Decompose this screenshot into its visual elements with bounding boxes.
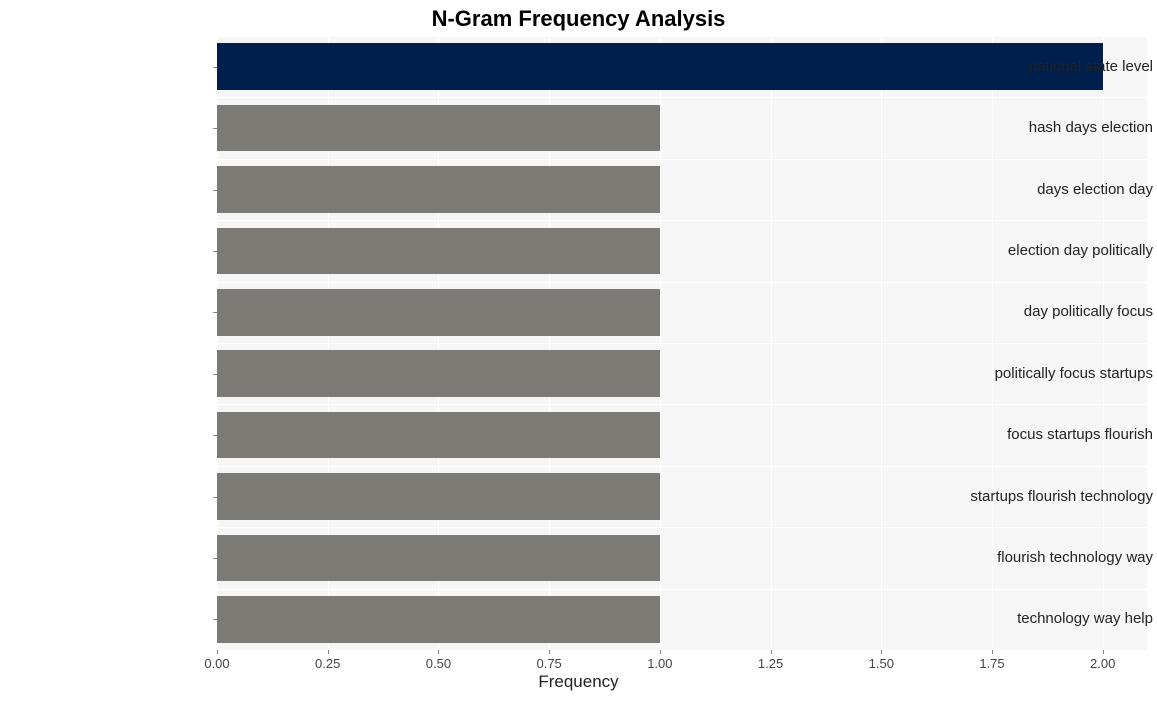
y-tick-mark — [213, 67, 217, 68]
bar — [217, 105, 660, 152]
x-tick-label: 1.75 — [979, 656, 1004, 671]
y-tick-mark — [213, 558, 217, 559]
h-grid-line — [217, 650, 1147, 651]
x-tick-mark — [438, 650, 439, 654]
y-tick-mark — [213, 128, 217, 129]
y-tick-label: startups flourish technology — [942, 488, 1153, 505]
chart-title: N-Gram Frequency Analysis — [0, 6, 1157, 32]
x-axis-label: Frequency — [0, 672, 1157, 692]
ngram-frequency-chart: N-Gram Frequency Analysis Frequency 0.00… — [0, 0, 1157, 701]
y-tick-mark — [213, 251, 217, 252]
x-tick-label: 0.50 — [426, 656, 451, 671]
x-tick-label: 0.75 — [536, 656, 561, 671]
bar — [217, 596, 660, 643]
y-tick-label: day politically focus — [942, 303, 1153, 320]
y-tick-mark — [213, 190, 217, 191]
y-tick-label: hash days election — [942, 119, 1153, 136]
bar — [217, 289, 660, 336]
bar — [217, 412, 660, 459]
x-tick-mark — [328, 650, 329, 654]
h-grid-line — [217, 343, 1147, 344]
y-tick-mark — [213, 619, 217, 620]
y-tick-label: days election day — [942, 181, 1153, 198]
h-grid-line — [217, 282, 1147, 283]
x-tick-label: 2.00 — [1090, 656, 1115, 671]
bar — [217, 350, 660, 397]
x-tick-label: 0.00 — [204, 656, 229, 671]
bar — [217, 228, 660, 275]
y-tick-mark — [213, 497, 217, 498]
y-tick-label: flourish technology way — [942, 549, 1153, 566]
bar — [217, 166, 660, 213]
y-tick-label: election day politically — [942, 242, 1153, 259]
y-tick-label: national state level — [942, 58, 1153, 75]
bar — [217, 535, 660, 582]
x-tick-mark — [217, 650, 218, 654]
y-tick-mark — [213, 374, 217, 375]
h-grid-line — [217, 589, 1147, 590]
h-grid-line — [217, 97, 1147, 98]
y-tick-label: technology way help — [942, 610, 1153, 627]
x-tick-mark — [992, 650, 993, 654]
h-grid-line — [217, 36, 1147, 37]
h-grid-line — [217, 527, 1147, 528]
x-tick-mark — [771, 650, 772, 654]
x-tick-mark — [549, 650, 550, 654]
bar — [217, 473, 660, 520]
h-grid-line — [217, 466, 1147, 467]
y-tick-label: focus startups flourish — [942, 426, 1153, 443]
x-tick-mark — [881, 650, 882, 654]
h-grid-line — [217, 220, 1147, 221]
x-tick-label: 1.25 — [758, 656, 783, 671]
h-grid-line — [217, 159, 1147, 160]
x-tick-label: 1.00 — [647, 656, 672, 671]
h-grid-line — [217, 404, 1147, 405]
y-tick-mark — [213, 435, 217, 436]
x-tick-label: 1.50 — [869, 656, 894, 671]
y-tick-label: politically focus startups — [942, 365, 1153, 382]
x-tick-label: 0.25 — [315, 656, 340, 671]
y-tick-mark — [213, 312, 217, 313]
x-tick-mark — [1103, 650, 1104, 654]
x-tick-mark — [660, 650, 661, 654]
